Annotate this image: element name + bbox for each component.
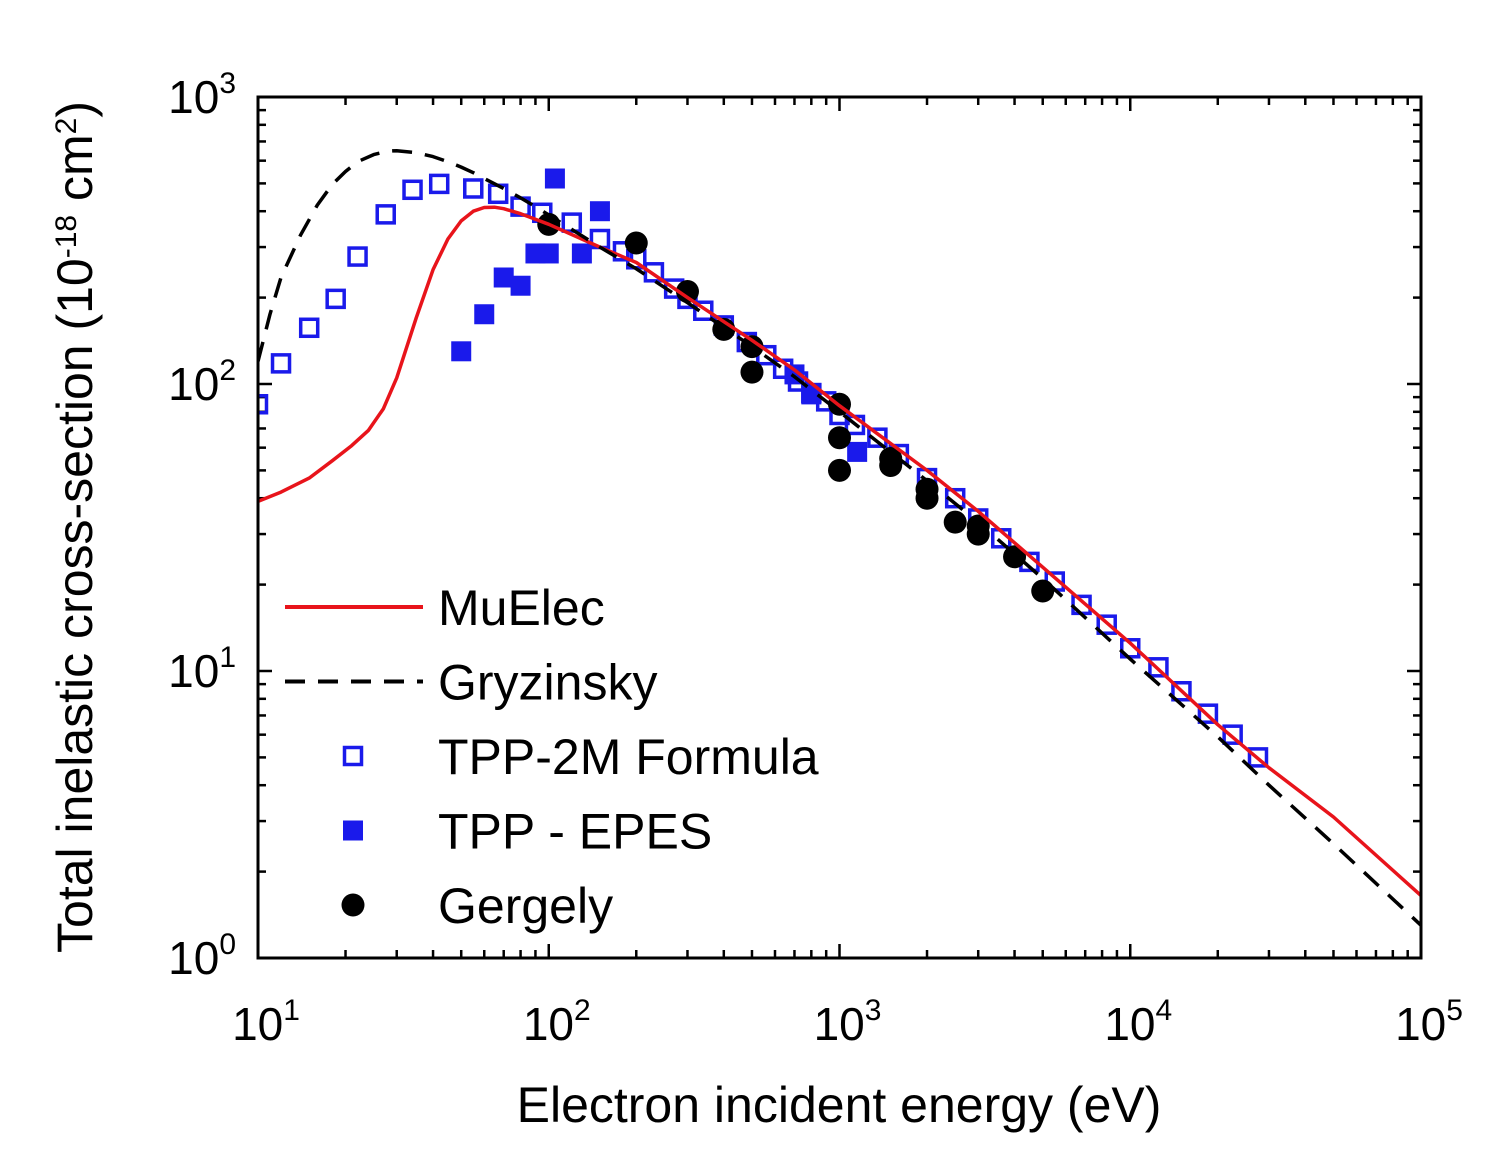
legend-item-gryzinsky: Gryzinsky: [285, 655, 657, 711]
data-point-gergely: [675, 280, 699, 304]
x-tick-label-base: 10: [232, 998, 283, 1050]
legend-label-gryzinsky: Gryzinsky: [438, 655, 657, 711]
x-tick-label-exp: 3: [865, 994, 882, 1027]
data-point-tpp-2m-formula: [258, 394, 269, 415]
data-point-gergely: [966, 522, 990, 546]
data-point-tpp-epes: [451, 341, 472, 362]
legend-item-gergely: Gergely: [341, 878, 613, 934]
data-point-gergely: [740, 360, 764, 384]
legend-label-muelec: MuElec: [438, 580, 605, 636]
data-point-tpp-2m-formula: [643, 262, 665, 283]
x-tick-label-exp: 5: [1446, 994, 1463, 1027]
series-line-gryzinsky: [258, 148, 1421, 927]
y-tick-label-base: 10: [168, 932, 219, 984]
legend-label-gergely: Gergely: [438, 878, 613, 934]
series-tpp-epes: [451, 168, 868, 462]
data-point-tpp-2m-formula: [1171, 681, 1192, 702]
data-point-tpp-epes: [493, 267, 514, 288]
y-tick-label: 100: [168, 928, 236, 984]
data-point-tpp-2m-formula: [1096, 614, 1117, 635]
y-axis-label-exp: -18: [50, 215, 83, 258]
data-point-tpp-epes: [571, 243, 592, 264]
x-tick-label: 102: [523, 994, 591, 1050]
data-point-tpp-2m-formula: [463, 178, 484, 199]
data-point-tpp-2m-formula: [375, 204, 396, 225]
legend-swatch-gergely: [341, 893, 365, 917]
series-muelec: [258, 205, 1421, 897]
data-point-tpp-2m-formula: [1197, 703, 1219, 724]
x-tick-label: 105: [1395, 994, 1463, 1050]
data-point-gergely: [828, 458, 851, 482]
legend-swatch-tpp-2m-formula: [342, 745, 364, 767]
data-point-tpp-2m-formula: [693, 300, 714, 321]
x-tick-label-base: 10: [523, 998, 574, 1050]
data-point-tpp-2m-formula: [1222, 724, 1243, 745]
x-axis-label: Electron incident energy (eV): [517, 1077, 1162, 1133]
y-tick-label-base: 10: [168, 358, 219, 410]
y-tick-label-exp: 2: [219, 354, 236, 387]
data-point-tpp-2m-formula: [270, 353, 292, 374]
x-tick-label-base: 10: [1395, 998, 1446, 1050]
data-point-gergely: [624, 231, 648, 255]
ticks-layer: [256, 95, 1423, 960]
y-axis-label-exp2: 2: [50, 118, 83, 135]
data-point-tpp-epes: [589, 201, 610, 222]
legend-item-tpp-2m-formula: TPP-2M Formula: [342, 729, 819, 785]
legend-item-tpp-epes: TPP - EPES: [343, 804, 712, 860]
x-tick-label: 103: [814, 994, 882, 1050]
legend-label-tpp-epes: TPP - EPES: [438, 804, 712, 860]
data-point-tpp-2m-formula: [1148, 657, 1169, 678]
y-tick-label-exp: 0: [219, 928, 236, 961]
series-line-muelec: [258, 205, 1421, 897]
data-point-gergely: [828, 426, 851, 450]
data-point-tpp-2m-formula: [1247, 747, 1269, 768]
y-tick-label-exp: 1: [219, 641, 236, 674]
series-tpp-2m-formula: [258, 173, 1269, 768]
y-tick-label-base: 10: [168, 71, 219, 123]
legend-label-tpp-2m-formula: TPP-2M Formula: [438, 729, 819, 785]
data-point-tpp-epes: [510, 275, 531, 296]
x-tick-label: 101: [232, 994, 300, 1050]
x-tick-label-base: 10: [814, 998, 865, 1050]
x-tick-label-exp: 2: [574, 994, 591, 1027]
data-point-tpp-epes: [847, 441, 868, 462]
data-point-tpp-2m-formula: [428, 173, 450, 195]
data-point-tpp-2m-formula: [298, 317, 320, 339]
y-tick-label: 101: [168, 641, 236, 697]
x-tick-label: 104: [1104, 994, 1172, 1050]
legend: MuElec Gryzinsky TPP-2M Formula TPP - EPES G…: [285, 580, 819, 934]
data-point-gergely: [879, 454, 903, 478]
series-gryzinsky: [258, 148, 1421, 927]
y-tick-label: 103: [168, 67, 236, 123]
data-point-gergely: [915, 486, 939, 510]
data-point-gergely: [943, 510, 967, 534]
legend-swatch-tpp-epes: [343, 820, 363, 841]
data-point-gergely: [1031, 579, 1055, 603]
x-tick-label-exp: 4: [1155, 994, 1172, 1027]
data-point-tpp-2m-formula: [402, 179, 423, 201]
y-tick-label: 102: [168, 354, 236, 410]
data-point-tpp-2m-formula: [325, 288, 346, 310]
data-point-tpp-epes: [544, 168, 565, 189]
y-axis-label: Total inelastic cross-section (10-18 cm2…: [47, 101, 103, 953]
data-point-tpp-epes: [474, 304, 495, 325]
y-axis-label-mid: cm: [47, 134, 103, 215]
plot-frame: [256, 95, 1423, 960]
data-point-tpp-2m-formula: [867, 427, 888, 448]
legend-item-muelec: MuElec: [285, 580, 605, 636]
y-tick-label-base: 10: [168, 645, 219, 697]
series-gergely: [537, 212, 1055, 603]
data-point-tpp-2m-formula: [487, 183, 509, 205]
x-tick-label-exp: 1: [283, 994, 300, 1027]
data-point-tpp-2m-formula: [347, 246, 368, 267]
y-axis-label-main: Total inelastic cross-section (10: [47, 258, 103, 953]
y-axis-label-close: ): [47, 101, 103, 118]
y-tick-label-exp: 3: [219, 67, 236, 100]
x-tick-label-base: 10: [1104, 998, 1155, 1050]
data-layer: [258, 148, 1421, 927]
data-point-tpp-epes: [538, 243, 559, 264]
